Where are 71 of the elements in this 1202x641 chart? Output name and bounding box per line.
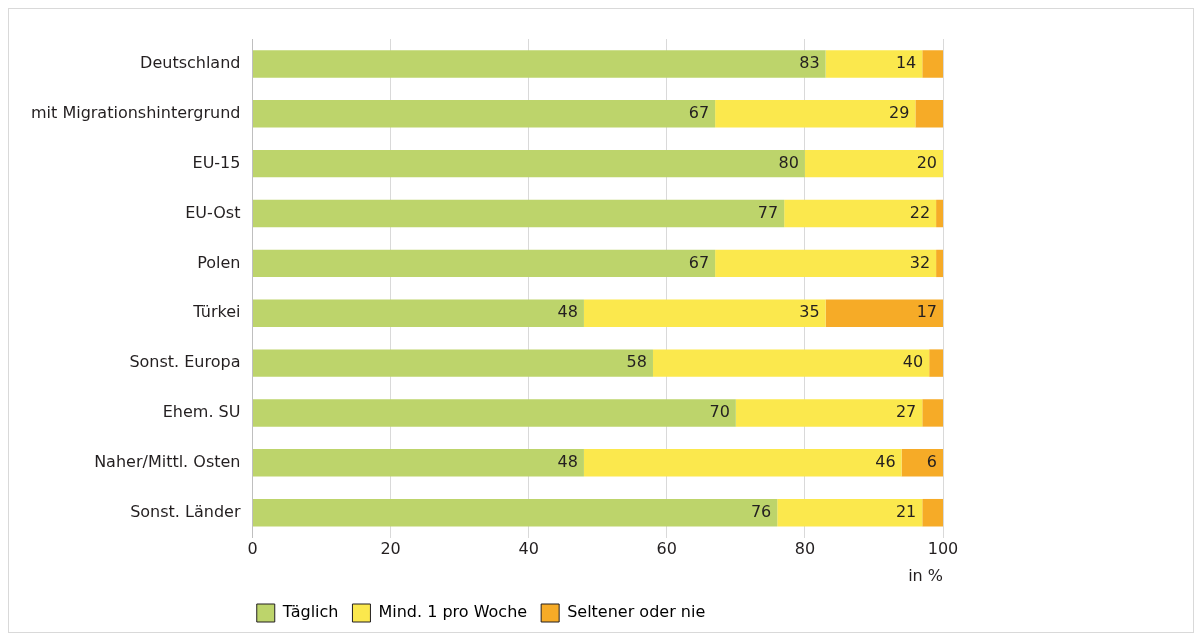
bar: [825, 50, 923, 78]
bar: [583, 299, 826, 327]
bar: [252, 399, 736, 427]
bar: [583, 449, 902, 477]
data-label: 32: [909, 252, 931, 272]
bar: [922, 498, 943, 527]
legend-label: Mind. 1 pro Woche: [378, 602, 528, 622]
bar: [915, 100, 943, 128]
data-label: 48: [557, 302, 578, 322]
data-label: 67: [688, 252, 710, 272]
data-label: 80: [778, 152, 799, 172]
data-label: 27: [895, 402, 917, 422]
bar: [936, 249, 943, 278]
data-label: 76: [750, 501, 772, 521]
data-label: 40: [902, 352, 924, 372]
bar: [252, 349, 653, 377]
x-axis-title: in %: [908, 565, 943, 585]
y-tick-label: Polen: [197, 252, 241, 272]
y-tick-label: Türkei: [192, 302, 241, 322]
bar: [735, 399, 923, 427]
x-tick-label: 20: [380, 539, 401, 559]
bar: [252, 449, 584, 477]
data-label: 6: [926, 451, 937, 471]
data-label: 14: [895, 53, 917, 73]
data-label: 70: [709, 402, 730, 422]
y-tick-label: Deutschland: [140, 53, 241, 73]
x-tick-label: 80: [794, 539, 816, 559]
bar: [901, 449, 943, 477]
x-tick-label: 40: [518, 539, 539, 559]
y-tick-label: mit Migrationshintergrund: [30, 102, 241, 122]
data-label: 22: [909, 202, 931, 222]
bar: [715, 100, 916, 128]
bar: [252, 100, 716, 128]
legend-label: Seltener oder nie: [567, 602, 706, 622]
bar: [929, 349, 943, 377]
bar: [252, 249, 716, 278]
y-tick-label: Sonst. Länder: [130, 501, 241, 521]
data-label: 29: [889, 102, 910, 122]
bar: [252, 299, 584, 327]
data-label: 77: [757, 202, 779, 222]
bar: [825, 299, 943, 327]
y-tick-label: Naher/Mittl. Osten: [94, 451, 241, 471]
x-tick-label: 60: [656, 539, 677, 559]
data-label: 17: [916, 302, 937, 322]
y-tick-label: EU-Ost: [185, 202, 241, 222]
data-label: 48: [557, 451, 578, 471]
bar: [252, 498, 778, 527]
data-label: 83: [799, 53, 820, 73]
bar: [252, 199, 785, 228]
bar: [715, 249, 937, 278]
bar: [922, 50, 943, 78]
y-tick-label: Sonst. Europa: [129, 352, 241, 372]
data-label: 21: [895, 501, 917, 521]
bar: [777, 498, 923, 527]
data-label: 67: [688, 102, 710, 122]
bar: [922, 399, 943, 427]
data-label: 58: [626, 352, 647, 372]
bar: [252, 149, 805, 178]
data-label: 20: [916, 152, 937, 172]
y-tick-label: Ehem. SU: [162, 402, 241, 422]
x-tick-label: 0: [247, 539, 258, 559]
y-tick-label: EU-15: [192, 152, 241, 172]
bar: [652, 349, 930, 377]
bar: [804, 149, 943, 178]
bar: [936, 199, 943, 228]
bar: [784, 199, 937, 228]
bar: [252, 50, 826, 78]
x-tick-label: 100: [927, 539, 959, 559]
legend-label: Täglich: [281, 602, 339, 622]
data-label: 46: [875, 451, 896, 471]
data-label: 35: [799, 302, 820, 322]
